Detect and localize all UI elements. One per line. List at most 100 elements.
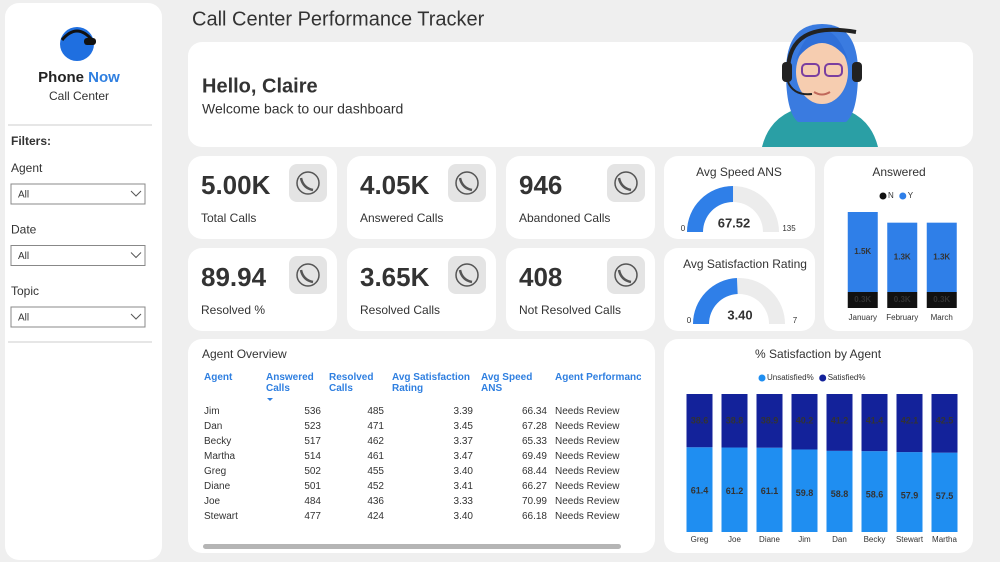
table-cell: Needs Review [555, 406, 620, 417]
dropdown[interactable] [10, 245, 146, 266]
data-label: 40.2 [796, 415, 814, 425]
table-cell: Needs Review [555, 436, 620, 447]
table-cell: Martha [204, 451, 236, 462]
column-header: Resolved Calls [329, 372, 374, 394]
gauge-value-label: 3.40 [727, 307, 752, 322]
table-cell: 484 [304, 496, 321, 507]
table-cell: 67.28 [521, 421, 547, 432]
dropdown-arrow [130, 313, 142, 320]
dropdown-arrow [130, 252, 142, 259]
sidebar [5, 3, 162, 560]
kpi-icon [448, 164, 486, 202]
table-cell: Needs Review [555, 466, 620, 477]
data-label: 42.1 [901, 415, 919, 425]
bar-segment [847, 212, 878, 292]
kpi-label: Not Resolved Calls [519, 303, 621, 317]
filter-label: Date [11, 223, 37, 237]
kpi-icon [448, 256, 486, 294]
table-row: Jim 536 485 3.39 66.34 Needs Review [200, 404, 641, 419]
bar-segment [756, 447, 783, 532]
table-cell: 70.99 [521, 496, 547, 507]
kpi-icon [289, 164, 327, 202]
table-cell: 68.44 [521, 466, 547, 477]
column-header: Avg Satisfaction Rating [392, 372, 470, 394]
bar-segment [826, 394, 853, 451]
bar-segment [931, 394, 958, 453]
brand: Phone Now [38, 69, 120, 86]
table: Agent Answered Calls Resolved Calls Avg Sat… [200, 370, 641, 524]
data-label: 38.9 [761, 415, 779, 425]
x-tick-label: March [931, 313, 953, 322]
kpi-value: 89.94 [201, 262, 267, 292]
x-tick-label: Diane [759, 535, 780, 544]
table-row: Martha 514 461 3.47 69.49 Needs Review [200, 449, 641, 464]
bar-segment [826, 450, 853, 532]
data-label: 0.3K [854, 295, 871, 304]
gauge-tick-label: 0 [687, 316, 692, 325]
gauge-tick-label: 135 [782, 224, 796, 233]
table-row: Diane 501 452 3.41 66.27 Needs Review [200, 479, 641, 494]
x-tick-label: February [886, 313, 918, 322]
table-cell: 3.40 [453, 466, 473, 477]
x-tick-label: Joe [728, 535, 741, 544]
kpi-icon-glyph [617, 269, 632, 284]
table-row: Greg 502 455 3.40 68.44 Needs Review [200, 464, 641, 479]
brand-subtitle: Call Center [49, 89, 109, 103]
x-tick-label: Becky [864, 535, 886, 544]
x-tick-label: Dan [832, 535, 847, 544]
table-cell: 536 [304, 406, 321, 417]
logo-glasses [84, 38, 96, 45]
legend-swatch [899, 192, 907, 200]
kpi-icon-glyph [299, 177, 314, 192]
table-cell: 501 [304, 481, 321, 492]
data-label: 61.2 [726, 486, 744, 496]
table-cell: 66.34 [521, 406, 547, 417]
legend-swatch [819, 374, 827, 382]
table-cell: 66.18 [521, 511, 547, 522]
table-cell: 69.49 [521, 451, 547, 462]
kpi-icon-glyph [455, 171, 479, 195]
table-cell: 517 [304, 436, 321, 447]
column-header: Answered Calls [266, 372, 314, 394]
dropdown-value: All [18, 251, 29, 262]
kpi-label: Answered Calls [360, 211, 443, 225]
x-tick-label: January [849, 313, 877, 322]
table-cell: 523 [304, 421, 321, 432]
bar-segment [686, 394, 713, 448]
kpi-value: 408 [519, 262, 562, 292]
data-label: 58.8 [831, 489, 849, 499]
bar-segment [721, 447, 748, 532]
dropdown[interactable] [10, 183, 146, 205]
sort-arrow [267, 398, 273, 401]
chart-title: % Satisfaction by Agent [755, 347, 882, 361]
scrollbar[interactable] [203, 544, 621, 549]
table-cell: Diane [204, 481, 231, 492]
kpi-icon [607, 164, 645, 202]
avatar [762, 24, 878, 147]
table-cell: 455 [367, 466, 384, 477]
gauge-value [687, 186, 734, 232]
table-cell: 65.33 [521, 436, 547, 447]
table-row: Joe 484 436 3.33 70.99 Needs Review [200, 494, 641, 509]
legend-swatch [879, 192, 887, 200]
dropdown[interactable] [10, 306, 146, 328]
kpi-label: Resolved Calls [360, 303, 440, 317]
table-cell: 514 [304, 451, 321, 462]
data-label: 0.3K [894, 295, 911, 304]
bar-segment [721, 394, 748, 448]
table-cell: 485 [367, 406, 384, 417]
data-label: 41.4 [866, 415, 884, 425]
chart-title: Avg Satisfaction Rating [683, 257, 807, 271]
kpi-icon-glyph [296, 171, 320, 195]
table-cell: Joe [204, 496, 221, 507]
filter-label: Topic [11, 284, 39, 298]
welcome: Welcome back to our dashboard [202, 101, 403, 117]
data-label: 1.5K [854, 247, 871, 256]
table-cell: 3.41 [453, 481, 473, 492]
bar-segment [686, 447, 713, 532]
table-title: Agent Overview [202, 347, 287, 361]
bar-segment [791, 394, 818, 450]
bar-segment [931, 452, 958, 532]
